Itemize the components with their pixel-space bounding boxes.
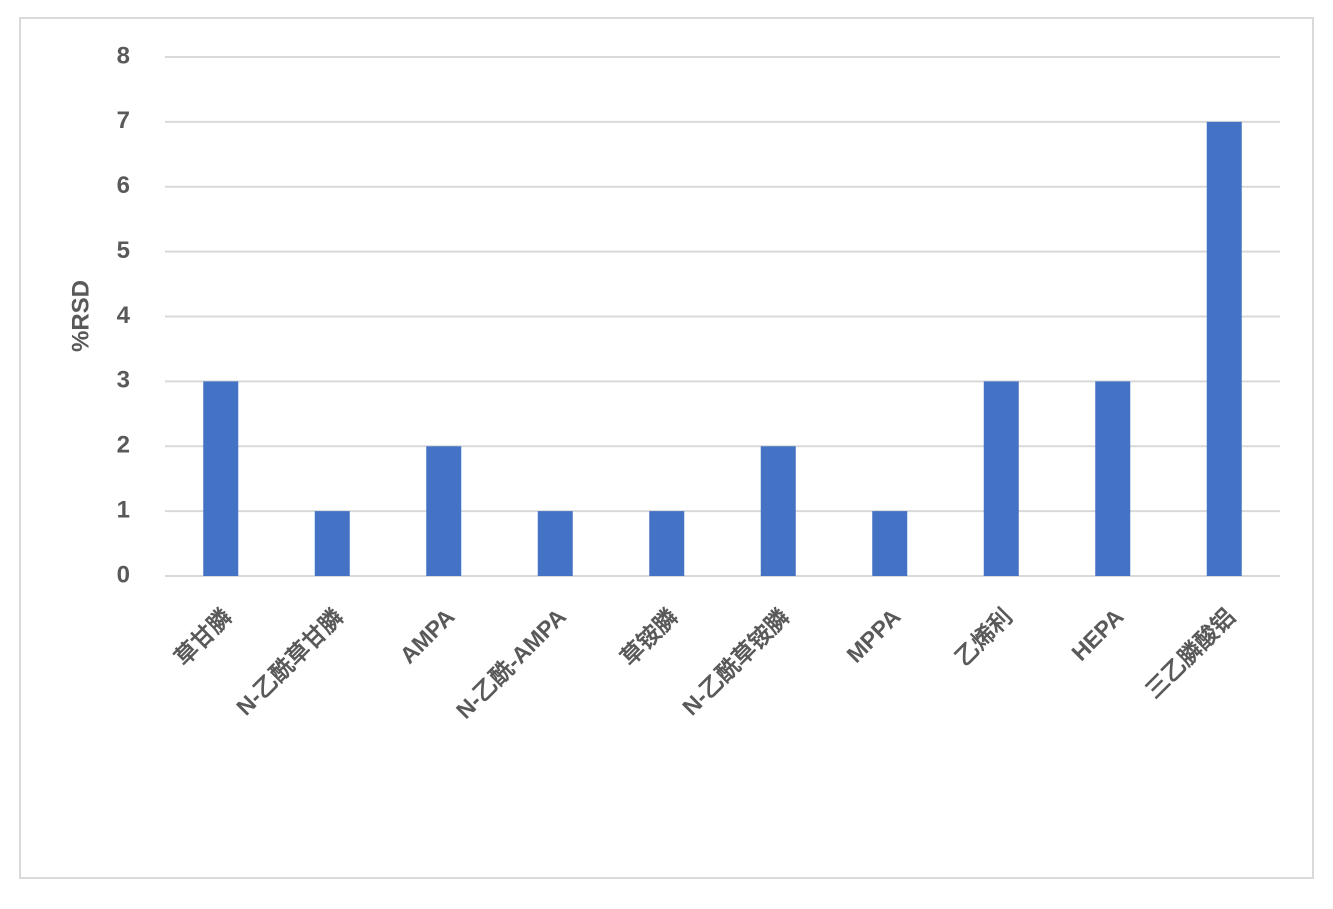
y-axis-label: %RSD	[67, 280, 94, 352]
bar	[760, 446, 796, 576]
bar	[203, 381, 239, 576]
bar	[649, 511, 685, 576]
y-tick-label: 0	[117, 561, 130, 588]
bar	[1206, 121, 1242, 576]
y-tick-label: 6	[117, 172, 130, 199]
bar	[537, 511, 573, 576]
bar	[872, 511, 908, 576]
y-tick-label: 7	[117, 107, 130, 134]
y-tick-label: 4	[117, 302, 131, 329]
bar	[426, 446, 462, 576]
y-tick-label: 8	[117, 42, 130, 69]
bar	[983, 381, 1019, 576]
y-tick-label: 3	[117, 367, 130, 394]
y-tick-label: 1	[117, 496, 130, 523]
y-tick-label: 5	[117, 237, 130, 264]
bar	[314, 511, 350, 576]
y-tick-label: 2	[117, 432, 130, 459]
bar	[1095, 381, 1131, 576]
